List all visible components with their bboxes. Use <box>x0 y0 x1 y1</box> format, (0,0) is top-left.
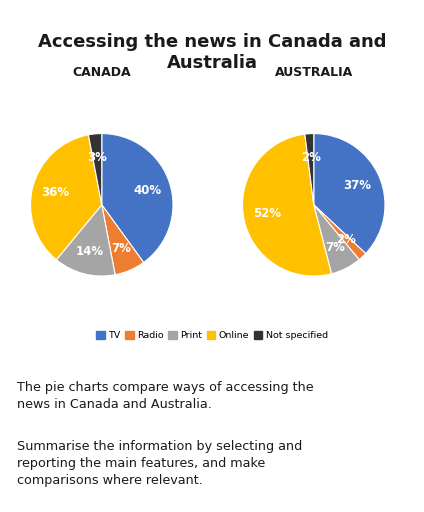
Text: 2%: 2% <box>337 233 356 246</box>
Wedge shape <box>305 134 314 205</box>
Wedge shape <box>314 205 359 274</box>
Text: CANADA: CANADA <box>73 67 131 79</box>
Text: 7%: 7% <box>111 242 131 255</box>
Text: 36%: 36% <box>42 186 70 200</box>
Wedge shape <box>314 134 385 253</box>
Text: 14%: 14% <box>76 245 104 258</box>
Wedge shape <box>314 205 365 260</box>
Text: 7%: 7% <box>326 241 346 254</box>
Text: The pie charts compare ways of accessing the
news in Canada and Australia.: The pie charts compare ways of accessing… <box>17 381 314 411</box>
Text: 2%: 2% <box>301 151 321 164</box>
Text: 37%: 37% <box>343 179 371 193</box>
Wedge shape <box>31 135 102 260</box>
Legend: TV, Radio, Print, Online, Not specified: TV, Radio, Print, Online, Not specified <box>96 331 328 340</box>
Wedge shape <box>56 205 115 276</box>
Text: 52%: 52% <box>253 207 281 220</box>
Wedge shape <box>243 134 332 276</box>
Text: Accessing the news in Canada and
Australia: Accessing the news in Canada and Austral… <box>38 33 386 72</box>
Text: 3%: 3% <box>87 151 107 164</box>
Text: AUSTRALIA: AUSTRALIA <box>275 67 353 79</box>
Wedge shape <box>102 134 173 263</box>
Wedge shape <box>102 205 144 275</box>
Text: Summarise the information by selecting and
reporting the main features, and make: Summarise the information by selecting a… <box>17 440 302 487</box>
Wedge shape <box>89 134 102 205</box>
Text: 40%: 40% <box>133 184 161 197</box>
